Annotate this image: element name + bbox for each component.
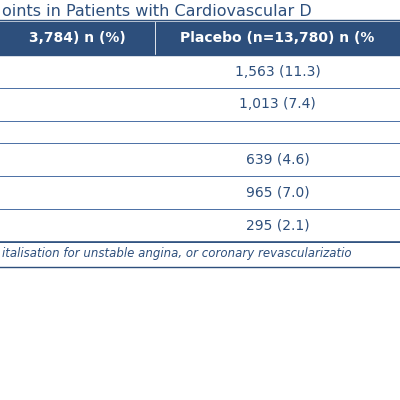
Text: 1,013 (7.4): 1,013 (7.4) [239,98,316,112]
Bar [0,22,400,55]
Text: 3,784) n (%): 3,784) n (%) [29,32,126,46]
Bar [0,121,400,143]
Bar [0,176,400,209]
Text: 639 (4.6): 639 (4.6) [246,152,309,166]
Bar [0,209,400,242]
Text: italisation for unstable angina, or coronary revascularizatio: italisation for unstable angina, or coro… [2,247,352,260]
Text: 1,563 (11.3): 1,563 (11.3) [235,64,320,78]
Text: oints in Patients with Cardiovascular D: oints in Patients with Cardiovascular D [2,4,312,19]
Text: Placebo (n=13,780) n (%: Placebo (n=13,780) n (% [180,32,375,46]
Bar [0,88,400,121]
Bar [0,55,400,88]
Bar [0,143,400,176]
Text: 295 (2.1): 295 (2.1) [246,218,309,232]
Text: 965 (7.0): 965 (7.0) [246,186,309,200]
